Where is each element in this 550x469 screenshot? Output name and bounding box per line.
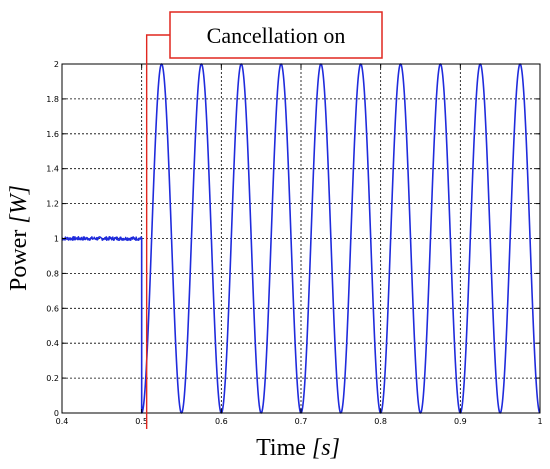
annotation-label: Cancellation on	[207, 23, 346, 48]
y-tick-label: 0.8	[46, 269, 59, 278]
y-axis-label-unit: [W]	[6, 185, 32, 224]
x-tick-label: 0.4	[56, 417, 69, 426]
x-axis-label-text: Time	[256, 435, 312, 461]
tick-marks: 0.4 0.5 0.6 0.7 0.8 0.9 1 0 0.2 0.4 0.6 0.8 1 1.2 1.4 1…	[46, 60, 542, 426]
x-tick-label: 0.9	[454, 417, 467, 426]
y-tick-label: 0	[54, 409, 59, 418]
series-layer	[61, 63, 541, 414]
y-tick-label: 1.2	[46, 200, 59, 209]
x-tick-label: 0.7	[295, 417, 308, 426]
x-axis-label-unit: [s]	[312, 435, 340, 461]
x-tick-label: 0.5	[135, 417, 148, 426]
y-tick-label: 1.6	[46, 130, 59, 139]
y-tick-label: 1	[54, 235, 59, 244]
y-tick-label: 1.4	[46, 165, 59, 174]
annotation-box	[169, 11, 383, 59]
x-tick-label: 0.6	[215, 417, 228, 426]
y-axis-label-text: Power	[6, 224, 32, 291]
series-line	[61, 63, 541, 414]
annotation-leader-line	[145, 34, 170, 429]
x-tick-label: 0.8	[374, 417, 387, 426]
y-axis-label: Power [W]	[6, 185, 32, 291]
x-axis-label: Time [s]	[256, 435, 340, 461]
y-tick-label: 2	[54, 60, 59, 69]
annotation-layer: Cancellation on	[145, 11, 383, 429]
y-tick-label: 0.4	[46, 339, 59, 348]
x-tick-label: 1	[537, 417, 542, 426]
y-tick-label: 0.6	[46, 304, 59, 313]
y-tick-label: 1.8	[46, 95, 59, 104]
y-tick-label: 0.2	[46, 374, 59, 383]
